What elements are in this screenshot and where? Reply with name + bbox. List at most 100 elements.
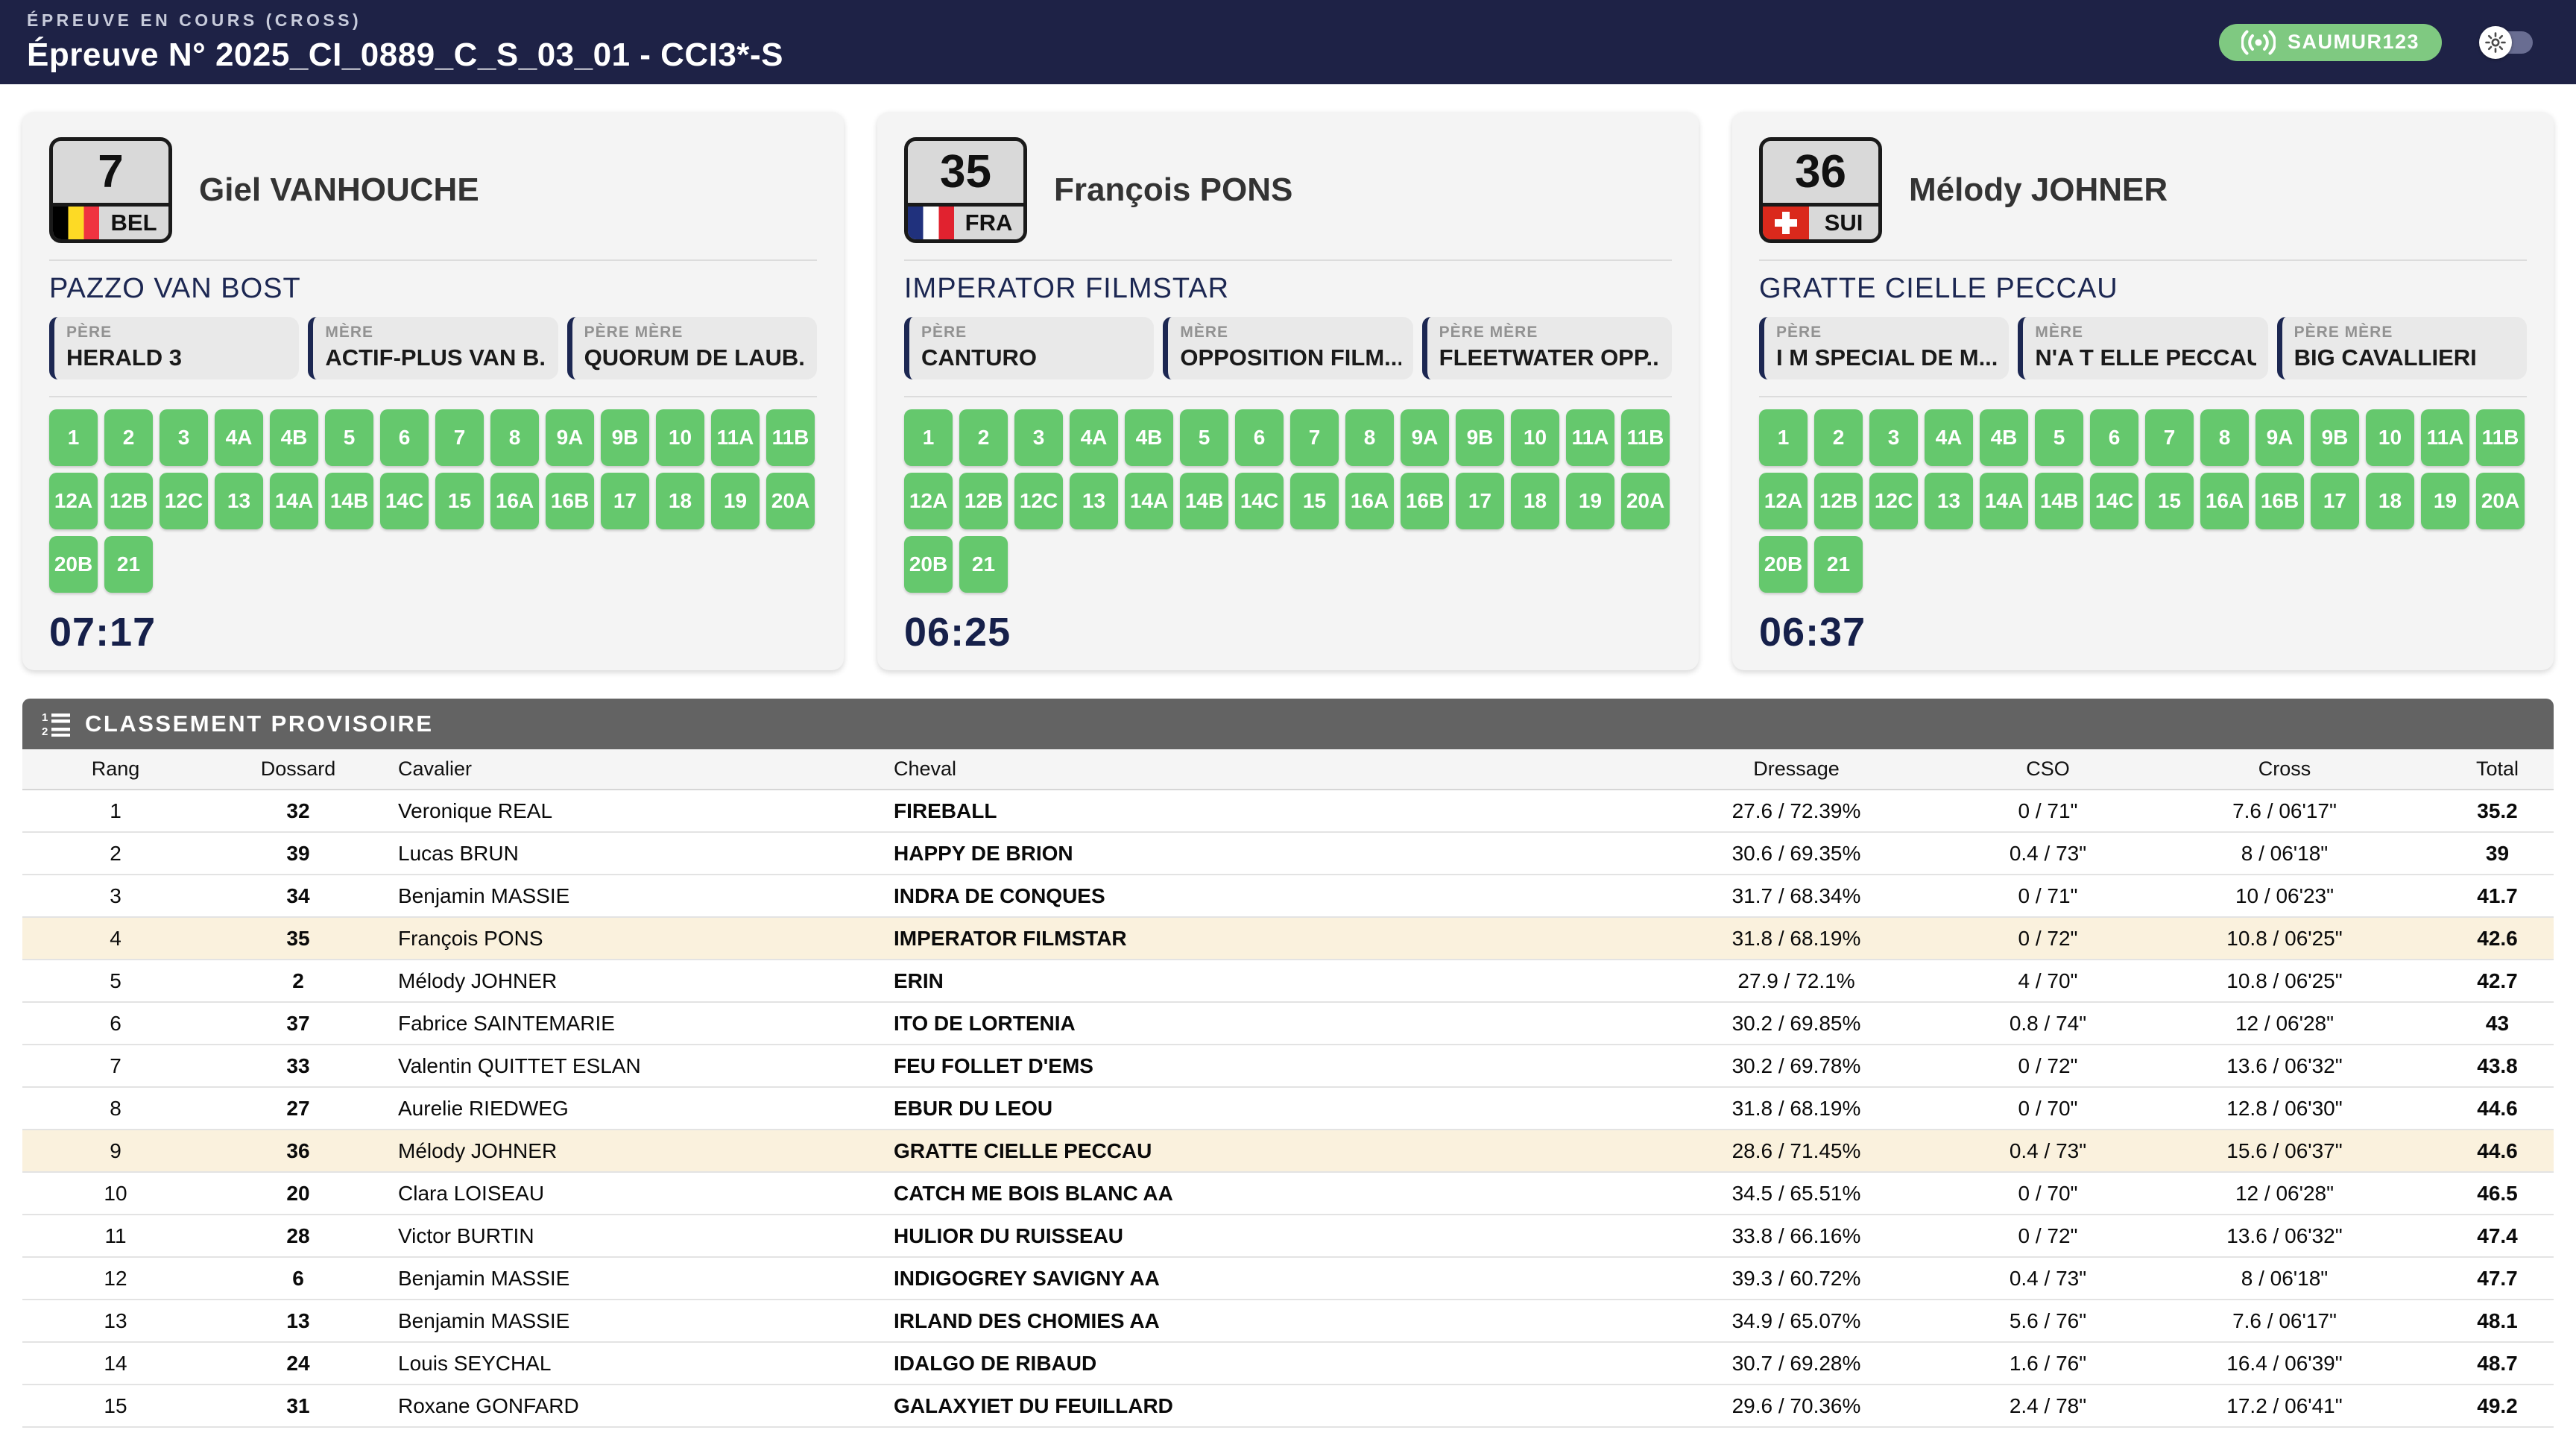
fence-button[interactable]: 3 bbox=[160, 409, 208, 466]
cell-cross: 12 / 06'28" bbox=[2128, 1002, 2441, 1045]
fence-button[interactable]: 2 bbox=[959, 409, 1008, 466]
fence-button[interactable]: 19 bbox=[711, 473, 760, 529]
fence-button[interactable]: 6 bbox=[1235, 409, 1284, 466]
fence-button[interactable]: 7 bbox=[1290, 409, 1339, 466]
fence-button[interactable]: 1 bbox=[1759, 409, 1808, 466]
fence-button[interactable]: 14A bbox=[1980, 473, 2028, 529]
fence-button[interactable]: 6 bbox=[380, 409, 429, 466]
fence-button[interactable]: 2 bbox=[104, 409, 153, 466]
fence-button[interactable]: 14C bbox=[380, 473, 429, 529]
fence-button[interactable]: 2 bbox=[1814, 409, 1863, 466]
fence-button[interactable]: 14C bbox=[2090, 473, 2138, 529]
fence-button[interactable]: 3 bbox=[1869, 409, 1918, 466]
fence-button[interactable]: 9A bbox=[1401, 409, 1449, 466]
fence-button[interactable]: 14B bbox=[2035, 473, 2083, 529]
fence-button[interactable]: 18 bbox=[1511, 473, 1559, 529]
table-row: 11 28 Victor BURTIN HULIOR DU RUISSEAU 3… bbox=[22, 1215, 2554, 1258]
fence-button[interactable]: 11A bbox=[711, 409, 760, 466]
fence-button[interactable]: 14B bbox=[1180, 473, 1228, 529]
fence-button[interactable]: 15 bbox=[2145, 473, 2194, 529]
fence-button[interactable]: 7 bbox=[2145, 409, 2194, 466]
fence-button[interactable]: 5 bbox=[2035, 409, 2083, 466]
fence-button[interactable]: 12C bbox=[1869, 473, 1918, 529]
fence-button[interactable]: 1 bbox=[904, 409, 953, 466]
fence-button[interactable]: 12C bbox=[160, 473, 208, 529]
fence-button[interactable]: 17 bbox=[601, 473, 649, 529]
fence-button[interactable]: 4A bbox=[1925, 409, 1973, 466]
fence-button[interactable]: 12A bbox=[49, 473, 98, 529]
fence-button[interactable]: 12B bbox=[959, 473, 1008, 529]
fence-button[interactable]: 16A bbox=[1345, 473, 1394, 529]
fence-button[interactable]: 17 bbox=[1456, 473, 1504, 529]
fence-button[interactable]: 16B bbox=[1401, 473, 1449, 529]
fence-button[interactable]: 19 bbox=[2421, 473, 2469, 529]
fence-button[interactable]: 12A bbox=[1759, 473, 1808, 529]
fence-button[interactable]: 6 bbox=[2090, 409, 2138, 466]
fence-button[interactable]: 12C bbox=[1014, 473, 1063, 529]
fence-button[interactable]: 13 bbox=[1925, 473, 1973, 529]
fence-button[interactable]: 11B bbox=[1621, 409, 1670, 466]
fence-button[interactable]: 16A bbox=[2200, 473, 2249, 529]
fence-button[interactable]: 14B bbox=[325, 473, 373, 529]
fence-button[interactable]: 11B bbox=[766, 409, 815, 466]
theme-toggle[interactable] bbox=[2479, 25, 2533, 59]
fence-button[interactable]: 20B bbox=[1759, 536, 1808, 593]
fence-button[interactable]: 21 bbox=[104, 536, 153, 593]
fence-button[interactable]: 11B bbox=[2476, 409, 2525, 466]
fence-button[interactable]: 14C bbox=[1235, 473, 1284, 529]
cell-cso: 0 / 71" bbox=[1968, 875, 2128, 918]
fence-button[interactable]: 9B bbox=[1456, 409, 1504, 466]
fence-button[interactable]: 14A bbox=[1125, 473, 1173, 529]
fence-button[interactable]: 21 bbox=[1814, 536, 1863, 593]
cell-cross: 10 / 06'23" bbox=[2128, 875, 2441, 918]
fence-button[interactable]: 14A bbox=[270, 473, 318, 529]
table-row: 12 6 Benjamin MASSIE INDIGOGREY SAVIGNY … bbox=[22, 1257, 2554, 1300]
fence-button[interactable]: 18 bbox=[656, 473, 704, 529]
fence-button[interactable]: 17 bbox=[2311, 473, 2359, 529]
fence-button[interactable]: 20A bbox=[766, 473, 815, 529]
fence-button[interactable]: 19 bbox=[1566, 473, 1614, 529]
fence-button[interactable]: 1 bbox=[49, 409, 98, 466]
fence-button[interactable]: 8 bbox=[490, 409, 539, 466]
fence-button[interactable]: 8 bbox=[2200, 409, 2249, 466]
fence-button[interactable]: 18 bbox=[2366, 473, 2414, 529]
fence-button[interactable]: 20B bbox=[49, 536, 98, 593]
fence-button[interactable]: 16B bbox=[2255, 473, 2304, 529]
cell-dossard: 34 bbox=[209, 875, 388, 918]
fence-button[interactable]: 3 bbox=[1014, 409, 1063, 466]
fence-button[interactable]: 13 bbox=[1070, 473, 1118, 529]
fence-button[interactable]: 4B bbox=[1980, 409, 2028, 466]
fence-button[interactable]: 20A bbox=[1621, 473, 1670, 529]
fence-button[interactable]: 5 bbox=[325, 409, 373, 466]
fence-button[interactable]: 20A bbox=[2476, 473, 2525, 529]
fence-button[interactable]: 15 bbox=[1290, 473, 1339, 529]
fence-button[interactable]: 4A bbox=[1070, 409, 1118, 466]
fence-button[interactable]: 12B bbox=[104, 473, 153, 529]
fence-button[interactable]: 10 bbox=[2366, 409, 2414, 466]
fence-button[interactable]: 21 bbox=[959, 536, 1008, 593]
fence-button[interactable]: 10 bbox=[1511, 409, 1559, 466]
fence-button[interactable]: 20B bbox=[904, 536, 953, 593]
theme-toggle-knob[interactable] bbox=[2479, 25, 2512, 59]
fence-button[interactable]: 15 bbox=[435, 473, 484, 529]
fence-button[interactable]: 13 bbox=[215, 473, 263, 529]
fence-button[interactable]: 9A bbox=[546, 409, 594, 466]
cell-cheval: GALAXYIET DU FEUILLARD bbox=[883, 1385, 1625, 1428]
fence-button[interactable]: 12B bbox=[1814, 473, 1863, 529]
fence-button[interactable]: 4B bbox=[270, 409, 318, 466]
fence-button[interactable]: 11A bbox=[2421, 409, 2469, 466]
live-channel-badge[interactable]: SAUMUR123 bbox=[2218, 23, 2442, 61]
fence-button[interactable]: 12A bbox=[904, 473, 953, 529]
fence-button[interactable]: 4B bbox=[1125, 409, 1173, 466]
fence-button[interactable]: 16A bbox=[490, 473, 539, 529]
fence-button[interactable]: 4A bbox=[215, 409, 263, 466]
fence-button[interactable]: 9A bbox=[2255, 409, 2304, 466]
fence-button[interactable]: 11A bbox=[1566, 409, 1614, 466]
fence-button[interactable]: 7 bbox=[435, 409, 484, 466]
fence-button[interactable]: 10 bbox=[656, 409, 704, 466]
fence-button[interactable]: 9B bbox=[2311, 409, 2359, 466]
fence-button[interactable]: 9B bbox=[601, 409, 649, 466]
fence-button[interactable]: 8 bbox=[1345, 409, 1394, 466]
fence-button[interactable]: 5 bbox=[1180, 409, 1228, 466]
fence-button[interactable]: 16B bbox=[546, 473, 594, 529]
